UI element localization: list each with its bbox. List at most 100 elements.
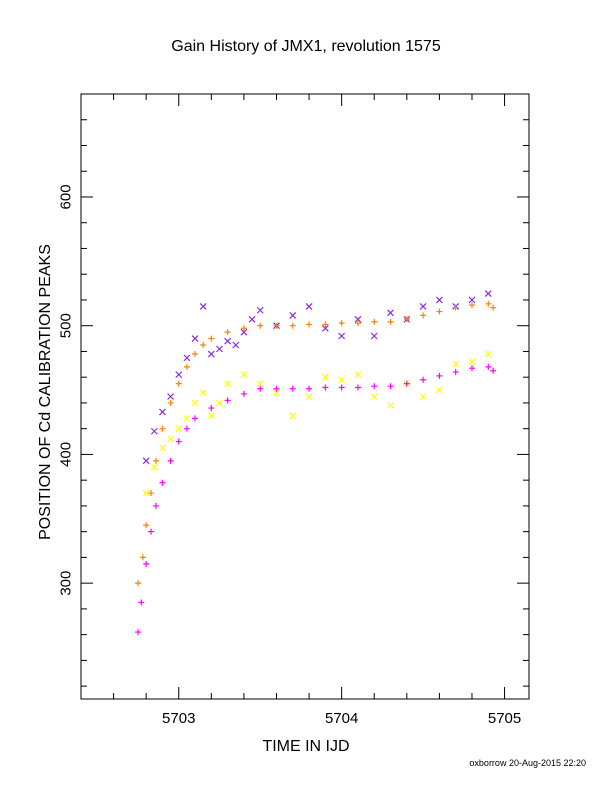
data-point [338, 376, 346, 384]
data-point [435, 296, 443, 304]
data-point [240, 390, 247, 397]
data-point [150, 463, 158, 471]
data-point [257, 385, 264, 392]
chart-title: Gain History of JMX1, revolution 1575 [171, 38, 441, 55]
data-point [484, 350, 492, 358]
series-4 [135, 363, 497, 636]
data-point [322, 384, 329, 391]
data-point [224, 380, 232, 388]
x-tick-label: 5703 [162, 710, 195, 727]
data-point [207, 350, 215, 358]
data-point [484, 290, 492, 297]
data-point [273, 322, 280, 329]
axis-ticks [80, 93, 529, 699]
data-point [289, 322, 296, 329]
data-point [419, 302, 427, 310]
data-point [338, 332, 346, 340]
data-point [159, 444, 166, 452]
data-point [468, 365, 475, 372]
data-point [354, 371, 362, 379]
data-point [175, 438, 182, 445]
data-point [370, 393, 378, 400]
data-point [192, 351, 199, 358]
data-point [306, 321, 313, 328]
data-point [183, 363, 190, 370]
data-point [142, 457, 150, 465]
data-point [248, 315, 256, 323]
data-point [200, 342, 207, 349]
data-point [142, 489, 150, 497]
data-point [321, 373, 329, 381]
data-point [159, 479, 166, 486]
data-point [436, 372, 443, 379]
data-point [138, 599, 145, 606]
data-point [419, 393, 427, 400]
y-tick-label: 500 [58, 313, 75, 338]
data-point [289, 385, 296, 392]
data-point [175, 425, 183, 433]
data-point [387, 402, 394, 409]
data-point [256, 380, 264, 388]
data-point [159, 425, 166, 432]
data-point [199, 389, 207, 397]
data-point [208, 335, 215, 342]
data-point [207, 412, 215, 420]
data-point [452, 369, 459, 376]
data-point [224, 329, 231, 336]
footer-credit: oxborrow 20-Aug-2015 22:20 [469, 758, 586, 768]
data-point [183, 414, 191, 422]
x-tick-label: 5704 [325, 710, 358, 727]
data-point [240, 328, 248, 336]
data-point [143, 560, 150, 567]
data-point [322, 321, 329, 328]
y-tick-label: 400 [58, 442, 75, 467]
data-point [167, 457, 174, 464]
data-point [152, 502, 159, 509]
data-point [338, 384, 345, 391]
data-point [240, 325, 247, 332]
plot-frame [80, 93, 530, 700]
data-point [192, 415, 199, 422]
data-point [183, 354, 191, 362]
data-point [387, 318, 394, 325]
data-point [148, 490, 155, 497]
data-point [387, 309, 394, 317]
data-point [485, 300, 492, 307]
data-point [167, 399, 174, 406]
data-point [452, 360, 460, 368]
data-point [224, 397, 231, 404]
data-point [257, 322, 264, 329]
data-point [232, 341, 240, 349]
data-point [139, 554, 146, 561]
data-point [306, 385, 313, 392]
data-point [143, 522, 150, 529]
data-point [148, 528, 155, 535]
data-point [216, 399, 223, 407]
data-point [371, 318, 378, 325]
series-2 [142, 350, 492, 497]
data-point [191, 335, 199, 342]
data-point [289, 311, 297, 319]
data-point [150, 427, 158, 435]
data-point [167, 393, 175, 400]
data-point [354, 315, 362, 323]
data-point [216, 345, 223, 353]
data-point [159, 408, 166, 416]
data-point [256, 306, 264, 314]
data-point [208, 405, 215, 412]
data-point [199, 302, 207, 310]
data-point [387, 383, 394, 390]
x-tick-label: 5705 [488, 710, 521, 727]
data-point [354, 320, 361, 327]
data-point [305, 302, 313, 310]
data-point [135, 629, 142, 636]
x-axis-label: TIME IN IJD [262, 738, 350, 755]
y-tick-label: 300 [58, 571, 75, 596]
data-point [468, 302, 475, 309]
data-point [152, 457, 159, 464]
data-point [403, 380, 410, 387]
data-point [371, 383, 378, 390]
data-point [403, 316, 410, 323]
data-point [468, 296, 476, 304]
